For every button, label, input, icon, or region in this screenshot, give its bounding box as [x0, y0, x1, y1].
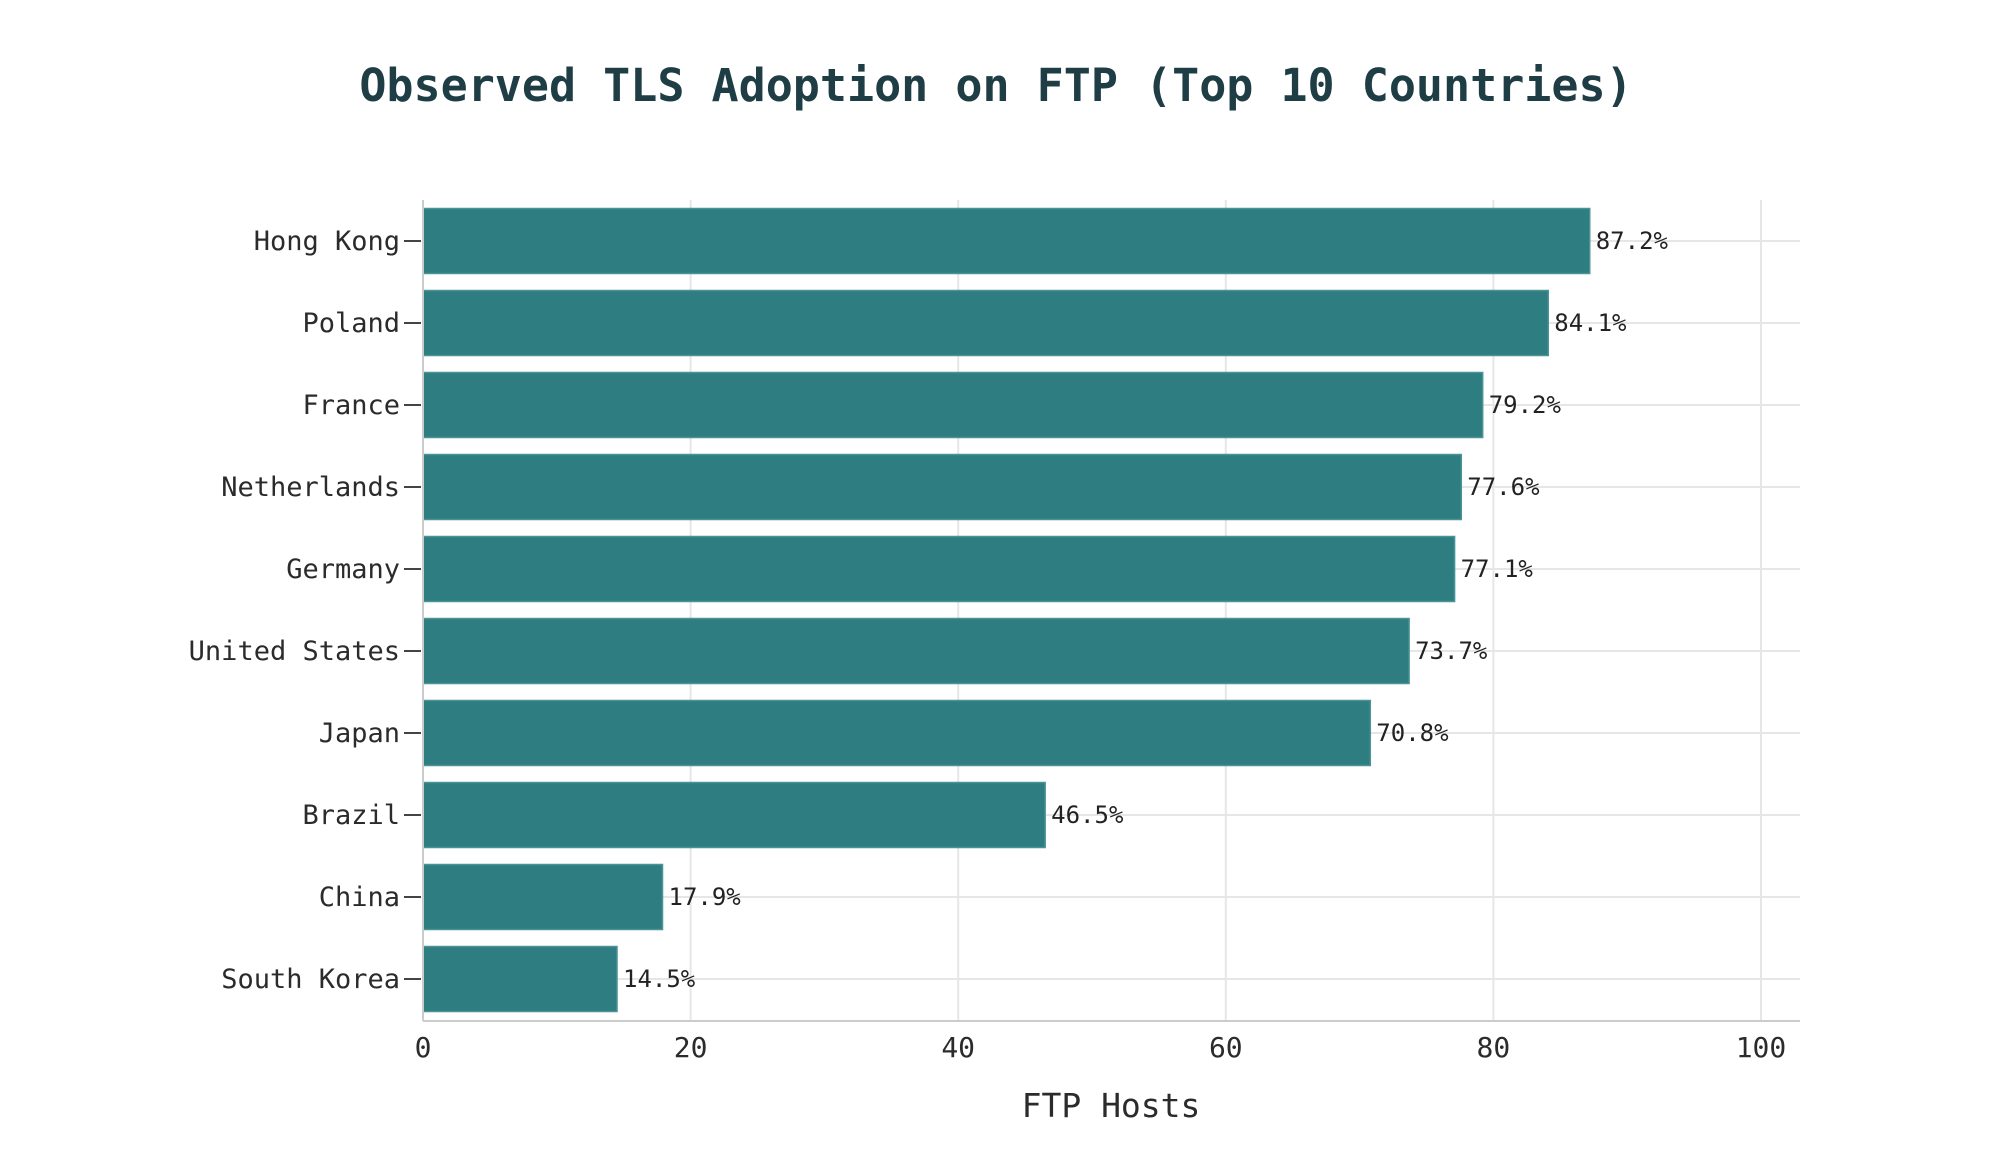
y-tick-label: Hong Kong — [254, 226, 400, 257]
y-tick-label: France — [302, 390, 400, 421]
bar-japan — [422, 699, 1372, 767]
bar-poland — [422, 289, 1550, 357]
x-tick-label: 80 — [1477, 1031, 1511, 1064]
bar-brazil — [422, 781, 1046, 849]
x-tick-label: 100 — [1736, 1031, 1787, 1064]
data-label: 70.8% — [1376, 719, 1449, 747]
data-label: 87.2% — [1596, 227, 1669, 255]
data-label: 14.5% — [623, 965, 696, 993]
data-label: 17.9% — [669, 883, 742, 911]
bar-netherlands — [422, 453, 1463, 521]
x-axis-ticks: 0 20 40 60 80 100 — [415, 1031, 1787, 1064]
chart-title: Observed TLS Adoption on FTP (Top 10 Cou… — [359, 59, 1632, 112]
bar-south-korea — [422, 945, 618, 1013]
bar-china — [422, 863, 664, 931]
x-axis-title: FTP Hosts — [1022, 1086, 1201, 1125]
bars — [422, 207, 1591, 1013]
data-label: 84.1% — [1554, 309, 1627, 337]
bar-united-states — [422, 617, 1410, 685]
y-tick-label: China — [319, 882, 400, 913]
data-label: 77.6% — [1467, 473, 1540, 501]
data-label: 46.5% — [1051, 801, 1124, 829]
x-tick-label: 60 — [1209, 1031, 1243, 1064]
y-tick-label: Brazil — [302, 800, 400, 831]
y-tick-label: Poland — [302, 308, 400, 339]
y-tick-label: South Korea — [221, 964, 400, 995]
y-tick-label: United States — [189, 636, 400, 667]
y-axis-ticks: Hong Kong Poland France Netherlands Germany U… — [189, 226, 421, 995]
x-tick-label: 0 — [415, 1031, 432, 1064]
y-tick-label: Japan — [319, 718, 400, 749]
data-label: 77.1% — [1461, 555, 1534, 583]
x-tick-label: 20 — [674, 1031, 708, 1064]
data-label: 79.2% — [1489, 391, 1562, 419]
x-tick-label: 40 — [941, 1031, 975, 1064]
data-label: 73.7% — [1415, 637, 1488, 665]
y-tick-label: Germany — [286, 554, 400, 585]
data-labels: 87.2% 84.1% 79.2% 77.6% 77.1% 73.7% 70.8% 46.5%… — [623, 227, 1669, 993]
bar-france — [422, 371, 1484, 439]
bar-germany — [422, 535, 1456, 603]
bar-hong-kong — [422, 207, 1591, 275]
y-tick-label: Netherlands — [221, 472, 400, 503]
